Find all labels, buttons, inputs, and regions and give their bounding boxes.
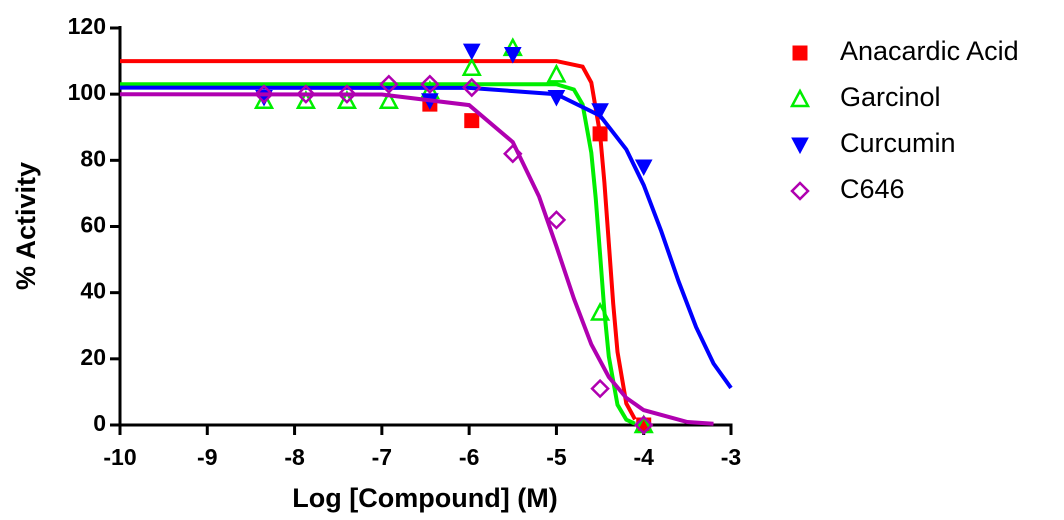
fit-curve <box>120 59 637 421</box>
data-point <box>633 415 654 435</box>
data-point <box>420 74 440 95</box>
legend-label: Anacardic Acid <box>840 36 1019 66</box>
data-point <box>462 43 481 61</box>
legend-label: C646 <box>840 174 905 204</box>
legend-marker <box>790 181 810 201</box>
x-axis-title: Log [Compound] (M) <box>292 483 557 513</box>
data-point <box>592 126 608 142</box>
x-tick-label: -10 <box>103 444 136 470</box>
data-point <box>296 84 316 104</box>
legend-marker <box>791 137 809 155</box>
data-point <box>547 89 566 107</box>
y-tick-label: 100 <box>68 79 106 105</box>
data-point <box>591 103 609 120</box>
data-point <box>503 46 522 64</box>
data-point <box>590 378 610 399</box>
fit-curve <box>120 82 636 426</box>
y-tick-label: 0 <box>93 410 106 436</box>
y-tick-label: 20 <box>80 344 106 370</box>
x-tick-label: -3 <box>721 444 741 470</box>
x-tick-label: -5 <box>546 444 567 470</box>
data-point <box>461 57 482 76</box>
x-tick-label: -9 <box>197 444 217 470</box>
x-tick-label: -8 <box>284 444 305 470</box>
y-axis-title: % Activity <box>11 162 41 290</box>
legend-marker <box>789 88 811 108</box>
data-point <box>546 63 567 83</box>
data-point <box>295 90 317 110</box>
fit-curve <box>119 92 714 426</box>
data-point <box>634 159 653 177</box>
y-tick-label: 40 <box>80 278 106 304</box>
data-point <box>464 113 480 129</box>
data-point <box>546 210 567 230</box>
x-tick-label: -7 <box>372 444 392 470</box>
x-tick-label: -4 <box>633 444 654 470</box>
y-tick-label: 60 <box>80 212 106 238</box>
data-point <box>254 84 274 104</box>
data-point <box>337 84 357 104</box>
y-tick-label: 120 <box>68 13 106 39</box>
data-point <box>589 301 611 321</box>
x-tick-label: -6 <box>459 444 479 470</box>
data-point <box>503 143 523 164</box>
y-tick-label: 80 <box>80 145 106 171</box>
fit-curve <box>119 85 733 390</box>
data-point <box>253 90 275 110</box>
legend-label: Curcumin <box>840 128 956 158</box>
data-point <box>336 90 358 110</box>
data-point <box>379 74 399 95</box>
data-point <box>378 90 399 110</box>
legend-label: Garcinol <box>840 82 941 112</box>
legend-marker <box>792 45 808 61</box>
data-point <box>461 77 482 98</box>
